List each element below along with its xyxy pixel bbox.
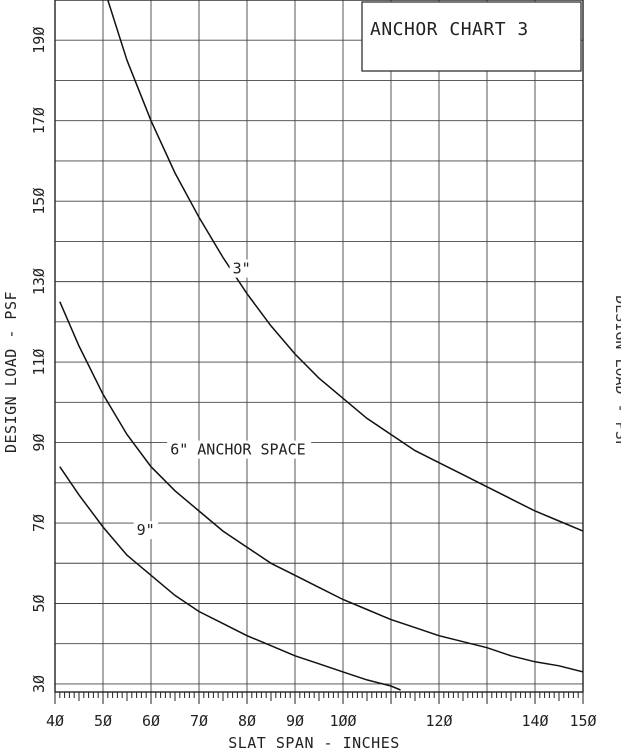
series-curve-1	[107, 0, 583, 532]
y-tick-label: 7Ø	[30, 514, 48, 532]
x-axis-title: SLAT SPAN - INCHES	[228, 734, 400, 752]
curves: 3" 6" ANCHOR SPACE 9"	[59, 0, 583, 691]
title-box: ANCHOR CHART 3	[361, 1, 582, 72]
y-tick-label: 13Ø	[30, 268, 48, 295]
y-tick-label: 11Ø	[30, 349, 48, 376]
x-tick-label: 4Ø	[46, 712, 64, 730]
series-label-bg-3	[133, 521, 158, 540]
right-edge-label: DESIGN LOAD - PSF	[612, 295, 621, 449]
series-curve-2	[59, 301, 583, 673]
y-tick-label: 19Ø	[30, 27, 48, 54]
x-tick-label: 1ØØ	[329, 712, 356, 730]
x-tick-label: 8Ø	[238, 712, 256, 730]
x-tick-label: 12Ø	[425, 712, 452, 730]
y-tick-label: 5Ø	[30, 594, 48, 612]
series-label-2: 6" ANCHOR SPACE	[170, 441, 305, 459]
x-tick-label: 6Ø	[142, 712, 160, 730]
series-label-1: 3"	[233, 260, 251, 278]
y-tick-label: 9Ø	[30, 434, 48, 452]
series-label-bg-2	[167, 440, 312, 459]
x-tick-label: 15Ø	[569, 712, 596, 730]
series-label-3: 9"	[137, 521, 155, 539]
y-tick-label: 17Ø	[30, 107, 48, 134]
y-axis-title: DESIGN LOAD - PSF	[2, 291, 20, 453]
series-curve-3	[59, 466, 401, 691]
x-tick-label: 5Ø	[94, 712, 112, 730]
y-tick-label: 15Ø	[30, 188, 48, 215]
y-tick-label: 3Ø	[30, 675, 48, 693]
x-tick-label: 7Ø	[190, 712, 208, 730]
chart-title: ANCHOR CHART 3	[370, 19, 529, 40]
x-tick-label: 14Ø	[521, 712, 548, 730]
x-tick-label: 9Ø	[286, 712, 304, 730]
tick-labels: 4Ø 5Ø 6Ø 7Ø 8Ø 9Ø 1ØØ 12Ø 14Ø 15Ø 3Ø 5Ø 7Ø 9Ø 11Ø 13Ø 15…	[30, 27, 597, 730]
axis-ticks	[54, 692, 584, 704]
series-label-bg-1	[229, 259, 254, 278]
